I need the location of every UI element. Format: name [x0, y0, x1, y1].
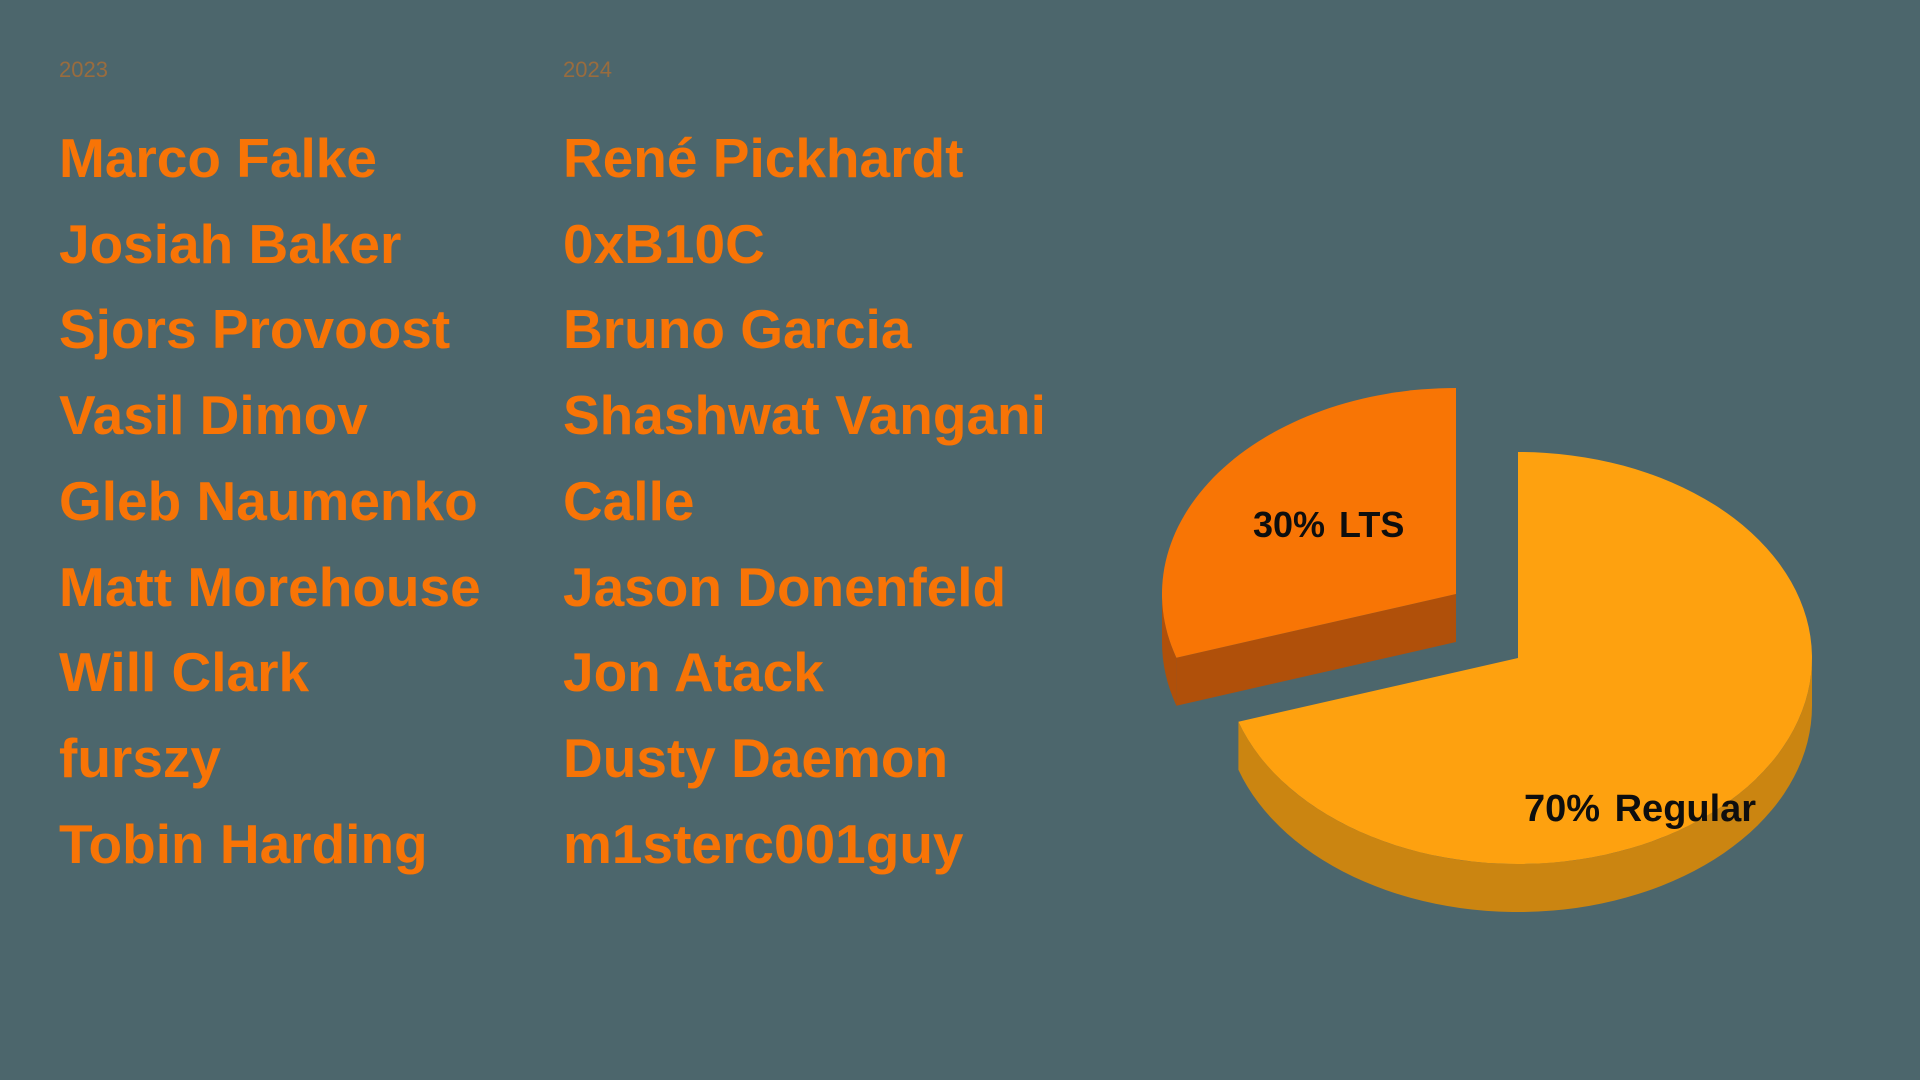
contributor-name: Matt Morehouse — [59, 555, 481, 618]
pie-slice-lts-side — [1162, 594, 1177, 706]
contributor-name: Calle — [563, 469, 695, 532]
pie-slice-lts-top — [1161, 388, 1456, 658]
pie-slice-label-lts: 30% LTS — [1253, 504, 1405, 545]
contributor-name: Sjors Provoost — [59, 298, 451, 361]
contributor-name: Jason Donenfeld — [563, 555, 1007, 618]
contributor-name: Gleb Naumenko — [59, 469, 478, 532]
contributor-name: Bruno Garcia — [563, 298, 912, 361]
column-year-2024: 2024 — [563, 57, 612, 82]
pie-slice-regular-side — [1238, 658, 1812, 913]
contributor-name: Josiah Baker — [59, 212, 402, 275]
contributor-name: Jon Atack — [563, 641, 824, 704]
pie-slice-lts-wall — [1176, 594, 1456, 706]
contributor-name: Will Clark — [59, 641, 310, 704]
contributor-name: 0xB10C — [563, 212, 765, 275]
contributor-name: Vasil Dimov — [59, 384, 368, 447]
contributor-list-2024: René Pickhardt 0xB10C Bruno Garcia Shash… — [563, 116, 1046, 887]
pie-slice-regular-top — [1238, 452, 1812, 864]
contributor-name: m1sterc001guy — [563, 812, 964, 875]
contributor-list-2023: Marco Falke Josiah Baker Sjors Provoost … — [59, 116, 481, 887]
contributor-name: Marco Falke — [59, 127, 377, 189]
contributor-name: René Pickhardt — [563, 127, 964, 189]
contributor-name: Dusty Daemon — [563, 726, 949, 789]
contributor-name: furszy — [59, 726, 221, 789]
contributor-name: Shashwat Vangani — [563, 384, 1046, 447]
pie-slice-label-regular: 70% Regular — [1524, 788, 1757, 830]
contributor-name: Tobin Harding — [59, 812, 428, 875]
column-year-2023: 2023 — [59, 57, 108, 82]
